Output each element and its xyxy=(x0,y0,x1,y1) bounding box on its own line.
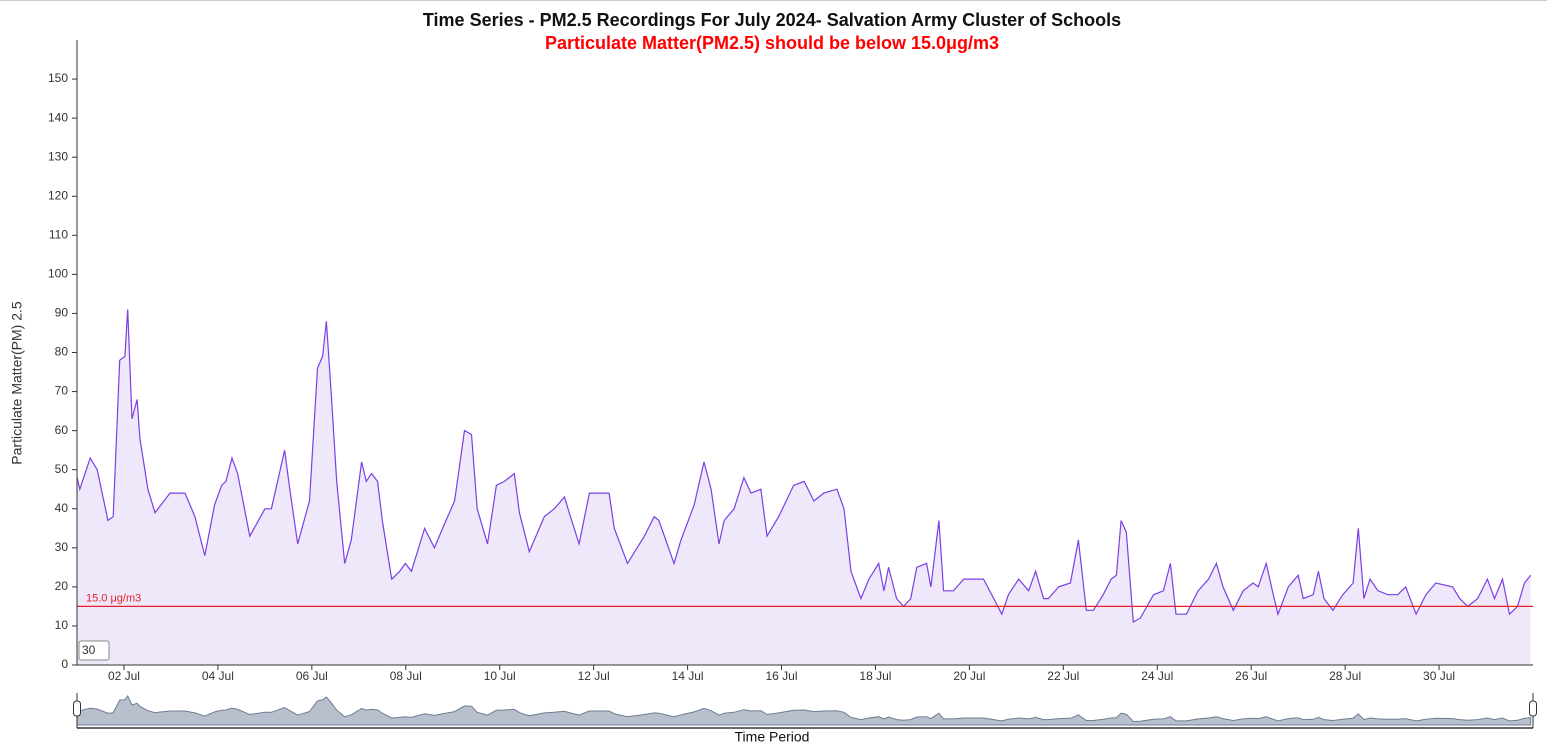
x-tick-label: 02 Jul xyxy=(108,669,140,683)
chart-title: Time Series - PM2.5 Recordings For July … xyxy=(423,10,1121,30)
y-tick-label: 150 xyxy=(48,71,68,85)
y-tick-label: 110 xyxy=(49,227,68,241)
x-tick-label: 22 Jul xyxy=(1047,669,1079,683)
y-tick-label: 100 xyxy=(48,267,68,281)
navigator-handle[interactable] xyxy=(1529,700,1537,717)
series-area xyxy=(77,309,1531,665)
x-tick-label: 24 Jul xyxy=(1141,669,1173,683)
x-tick-label: 06 Jul xyxy=(296,669,328,683)
x-tick-label: 08 Jul xyxy=(390,669,422,683)
x-tick-label: 16 Jul xyxy=(766,669,798,683)
y-tick-label: 140 xyxy=(48,110,68,124)
chart-subtitle: Particulate Matter(PM2.5) should be belo… xyxy=(545,33,999,53)
y-tick-label: 30 xyxy=(55,540,69,554)
y-tick-label: 60 xyxy=(55,423,69,437)
y-tick-label: 130 xyxy=(48,149,68,163)
x-tick-label: 30 Jul xyxy=(1423,669,1455,683)
x-tick-label: 10 Jul xyxy=(484,669,516,683)
x-tick-label: 18 Jul xyxy=(859,669,891,683)
x-tick-label: 14 Jul xyxy=(672,669,704,683)
x-tick-label: 26 Jul xyxy=(1235,669,1267,683)
y-tick-label: 10 xyxy=(55,618,69,632)
y-tick-label: 0 xyxy=(61,657,68,671)
y-tick-label: 80 xyxy=(55,345,69,359)
threshold-label: 15.0 μg/m3 xyxy=(86,592,141,604)
y-tick-label: 70 xyxy=(55,384,69,398)
range-input: 30 xyxy=(82,643,96,657)
x-tick-label: 04 Jul xyxy=(202,669,234,683)
x-axis-label: Time Period xyxy=(735,729,810,745)
x-tick-label: 20 Jul xyxy=(953,669,985,683)
x-tick-label: 12 Jul xyxy=(578,669,610,683)
y-tick-label: 20 xyxy=(55,579,69,593)
x-tick-label: 28 Jul xyxy=(1329,669,1361,683)
y-tick-label: 40 xyxy=(55,501,69,515)
series-line xyxy=(76,309,1532,623)
range-input-box xyxy=(78,640,110,661)
y-tick-label: 50 xyxy=(55,462,69,476)
navigator-handle[interactable] xyxy=(73,700,81,717)
navigator-area xyxy=(76,695,1532,726)
y-tick-label: 120 xyxy=(48,188,68,202)
y-tick-label: 90 xyxy=(55,306,69,320)
y-axis-label: Particulate Matter(PM) 2.5 xyxy=(9,301,25,465)
